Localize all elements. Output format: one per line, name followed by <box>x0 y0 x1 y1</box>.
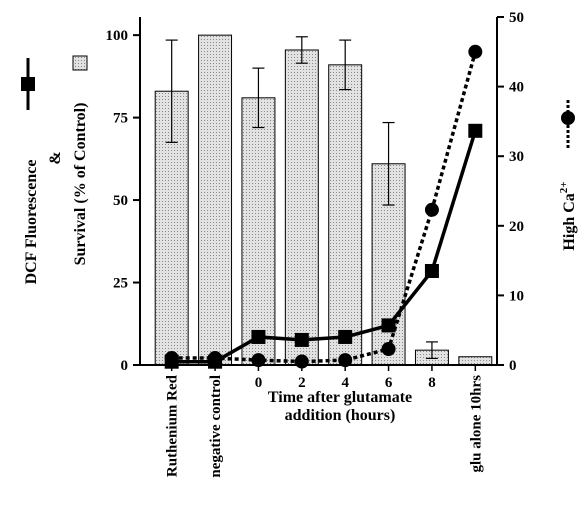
marker-circle <box>468 44 483 59</box>
error-bar <box>165 39 178 143</box>
marker-circle <box>251 353 266 368</box>
y-tick-label: 0 <box>121 358 129 374</box>
y2-tick-label: 0 <box>509 358 517 374</box>
bar <box>154 90 189 366</box>
marker-square <box>251 329 266 344</box>
marker-circle <box>164 351 179 366</box>
x-axis-label: Time after glutamate <box>268 389 412 406</box>
x-tick-label: 2 <box>298 375 306 391</box>
dcf-legend-symbol <box>21 58 35 110</box>
marker-square <box>381 318 396 333</box>
y-axis-label-amp: & <box>47 151 64 164</box>
y2-tick-label: 30 <box>509 149 524 165</box>
ca-legend-symbol <box>561 100 575 148</box>
y-tick-label: 100 <box>106 28 129 44</box>
y2-axis-label: High Ca2+ <box>558 181 578 250</box>
x-tick-label: 6 <box>385 375 393 391</box>
series-line <box>171 51 478 364</box>
x-tick-label: Ruthenium Red <box>165 374 181 477</box>
y2-axis-label-text: High Ca <box>561 193 578 250</box>
survival-legend-symbol <box>72 55 88 71</box>
marker-circle <box>294 354 309 369</box>
y2-tick-label: 40 <box>509 80 524 96</box>
x-axis-label: addition (hours) <box>285 407 396 424</box>
bar <box>458 356 493 366</box>
marker-circle <box>208 351 223 366</box>
error-bar <box>295 36 308 64</box>
y-tick-label: 50 <box>113 193 128 209</box>
error-bar <box>339 39 352 91</box>
marker-square <box>468 123 483 138</box>
x-tick-label: negative control <box>208 375 224 478</box>
marker-circle <box>424 202 439 217</box>
y-tick-label: 25 <box>113 276 128 292</box>
y-axis-label-dcf: DCF Fluorescence <box>23 160 40 285</box>
marker-square <box>424 263 439 278</box>
marker-circle <box>381 341 396 356</box>
marker-circle <box>338 353 353 368</box>
x-tick-label: glu alone 10hrs <box>468 375 484 473</box>
bar <box>241 97 276 366</box>
y2-axis-label-sup: 2+ <box>558 181 570 193</box>
x-tick-label: 8 <box>428 375 436 391</box>
y2-tick-label: 10 <box>509 288 524 304</box>
error-bar <box>252 67 265 129</box>
bar <box>198 34 233 366</box>
marker-square <box>294 332 309 347</box>
bar <box>284 49 319 366</box>
y-tick-label: 75 <box>113 111 128 127</box>
error-bar <box>425 341 438 360</box>
bar <box>328 64 363 366</box>
y2-tick-label: 20 <box>509 219 524 235</box>
x-tick-label: 4 <box>341 375 349 391</box>
error-bar <box>382 121 395 206</box>
x-tick-label: 0 <box>255 375 263 391</box>
marker-square <box>338 329 353 344</box>
y2-tick-label: 50 <box>509 10 524 26</box>
y-axis-label-survival: Survival (% of Control) <box>72 103 89 266</box>
